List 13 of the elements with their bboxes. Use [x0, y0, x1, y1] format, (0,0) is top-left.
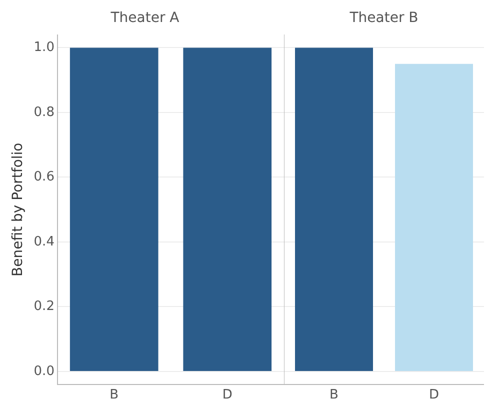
- y-tick-label: 1.0: [34, 40, 54, 56]
- chart-title: Theater B: [348, 10, 418, 26]
- y-axis-title: Benefit by Portfolio: [10, 142, 26, 276]
- x-tick-label: D: [428, 388, 440, 403]
- x-tick-label: B: [110, 388, 119, 403]
- y-tick-label: 0.4: [34, 234, 54, 250]
- y-tick-label: 0.0: [34, 364, 54, 379]
- y-tick-label: 0.2: [34, 299, 54, 314]
- y-tick-label: 0.6: [34, 170, 54, 185]
- x-tick-label: B: [330, 388, 338, 403]
- chart-title: Theater A: [110, 10, 180, 26]
- y-tick-label: 0.8: [34, 104, 54, 120]
- x-tick-label: D: [222, 388, 232, 403]
